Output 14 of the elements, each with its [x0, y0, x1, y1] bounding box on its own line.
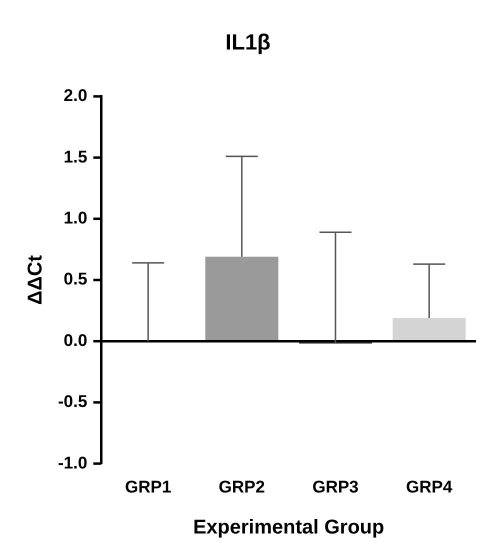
y-tick-label: 1.0	[64, 208, 88, 228]
x-tick-label: GRP2	[218, 477, 265, 496]
chart-title: IL1β	[225, 29, 271, 54]
y-tick-label: -0.5	[58, 392, 88, 412]
y-tick-label: 2.0	[64, 86, 88, 106]
y-tick-label: 1.5	[64, 147, 88, 166]
y-tick-label: 0.5	[64, 270, 88, 289]
x-axis-title: Experimental Group	[193, 516, 384, 539]
x-tick-label: GRP4	[406, 477, 453, 496]
y-tick-label: 0.0	[64, 330, 88, 350]
x-tick-label: GRP1	[124, 477, 172, 496]
y-tick-label: -1.0	[58, 453, 88, 472]
y-axis-title: ΔΔCt	[24, 254, 47, 305]
x-tick-label: GRP3	[312, 477, 359, 496]
